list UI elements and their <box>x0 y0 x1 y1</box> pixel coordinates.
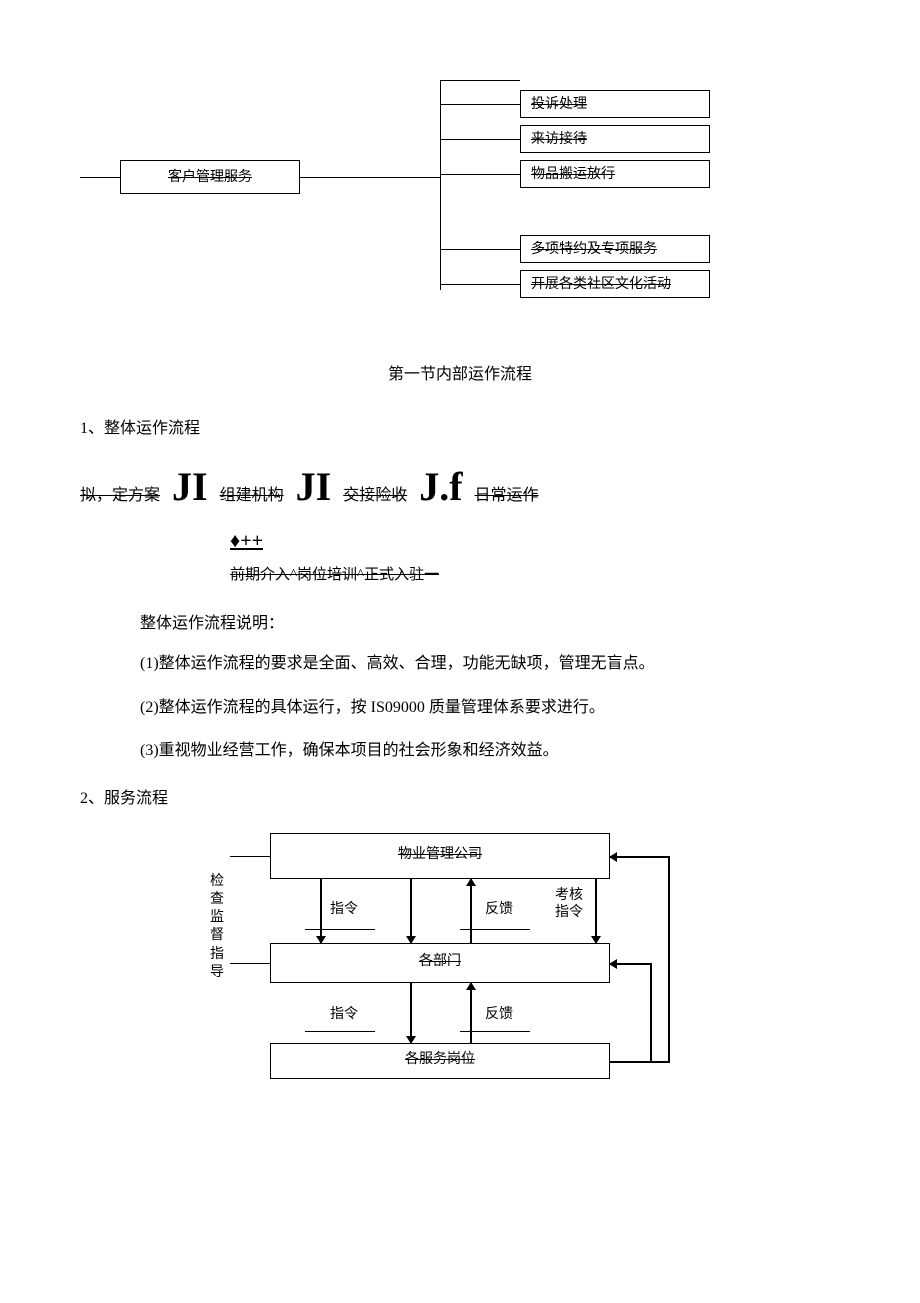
service-flow-diagram: 检查监督指导 物业管理公司 各部门 各服务岗位 指令 反馈 考核指令 指令 反馈 <box>210 833 710 1103</box>
arrow-up <box>470 983 472 1043</box>
tree-connector <box>300 177 440 178</box>
label-underline <box>460 1031 530 1032</box>
explain-item: (2)整体运作流程的具体运行，按 IS09000 质量管理体系要求进行。 <box>140 695 840 721</box>
flow-sub-line: 前期介入^岗位培训^正式入驻一 <box>230 563 840 584</box>
tree-item: 开展各类社区文化活动 <box>520 270 710 298</box>
flow-step: 组建机构 <box>220 481 284 505</box>
tree-item: 物品搬运放行 <box>520 160 710 188</box>
loop-line <box>610 1061 670 1063</box>
left-line <box>230 856 270 857</box>
flow-box-mid-label: 各部门 <box>419 954 461 969</box>
section-title: 第一节内部运作流程 <box>80 360 840 384</box>
left-side-label: 检查监督指导 <box>210 873 226 982</box>
tree-item-label: 来访接待 <box>531 132 587 147</box>
tree-connector <box>440 104 520 105</box>
tree-item: 多项特约及专项服务 <box>520 235 710 263</box>
tree-root-label: 客户管理服务 <box>168 170 252 185</box>
flow-step: 拟，定方案 <box>80 481 160 505</box>
explain-title: 整体运作流程说明： <box>140 609 840 633</box>
flow-box-bottom: 各服务岗位 <box>270 1043 610 1079</box>
arrow-down <box>410 983 412 1043</box>
flow-box-mid: 各部门 <box>270 943 610 983</box>
tree-item-label: 开展各类社区文化活动 <box>531 277 671 292</box>
loop-line <box>668 856 670 1061</box>
label-assess: 考核指令 <box>555 888 589 922</box>
arrow-down <box>595 879 597 943</box>
arrow-up <box>470 879 472 943</box>
tree-connector <box>440 139 520 140</box>
flow-glyph: J.f <box>419 463 462 510</box>
flow-glyph: JI <box>296 463 332 510</box>
label-instruct: 指令 <box>330 898 358 918</box>
label-underline <box>305 929 375 930</box>
label-feedback: 反馈 <box>485 1003 513 1023</box>
flow-step: 交接险收 <box>343 481 407 505</box>
flow-glyph: JI <box>172 463 208 510</box>
arrow-down <box>410 879 412 943</box>
arrow-left <box>610 963 611 965</box>
heading-service-flow: 2、服务流程 <box>80 784 840 808</box>
tree-connector <box>440 174 520 175</box>
tree-connector <box>440 284 520 285</box>
left-line <box>230 963 270 964</box>
tree-item-label: 多项特约及专项服务 <box>531 242 657 257</box>
tree-item-label: 投诉处理 <box>531 97 587 112</box>
tree-connector <box>80 177 120 178</box>
flow-box-top: 物业管理公司 <box>270 833 610 879</box>
flow-diamond-line: ♦++ <box>230 530 840 553</box>
explain-item: (1)整体运作流程的要求是全面、高效、合理，功能无缺项，管理无盲点。 <box>140 651 840 677</box>
explain-item: (3)重视物业经营工作，确保本项目的社会形象和经济效益。 <box>140 738 840 764</box>
label-feedback: 反馈 <box>485 898 513 918</box>
flow-box-top-label: 物业管理公司 <box>398 847 482 862</box>
tree-item: 投诉处理 <box>520 90 710 118</box>
tree-root-node: 客户管理服务 <box>120 160 300 194</box>
loop-line <box>610 856 670 858</box>
overall-flow-row: 拟，定方案 JI 组建机构 JI 交接险收 J.f 日常运作 <box>80 463 840 510</box>
heading-overall-flow: 1、整体运作流程 <box>80 414 840 438</box>
arrow-left <box>610 856 611 858</box>
flow-step: 日常运作 <box>475 481 539 505</box>
left-side-text: 检查监督指导 <box>210 874 224 980</box>
arrow-down <box>320 879 322 943</box>
customer-service-tree-diagram: 客户管理服务 投诉处理 来访接待 物品搬运放行 多项特约及专项服务 开展各类社区… <box>80 60 840 320</box>
tree-connector <box>440 80 441 290</box>
tree-connector <box>440 80 520 81</box>
tree-item: 来访接待 <box>520 125 710 153</box>
tree-item-label: 物品搬运放行 <box>531 167 615 182</box>
label-underline <box>460 929 530 930</box>
label-underline <box>305 1031 375 1032</box>
label-instruct: 指令 <box>330 1003 358 1023</box>
tree-connector <box>440 249 520 250</box>
flow-box-bottom-label: 各服务岗位 <box>405 1052 475 1067</box>
loop-line <box>650 963 652 1061</box>
